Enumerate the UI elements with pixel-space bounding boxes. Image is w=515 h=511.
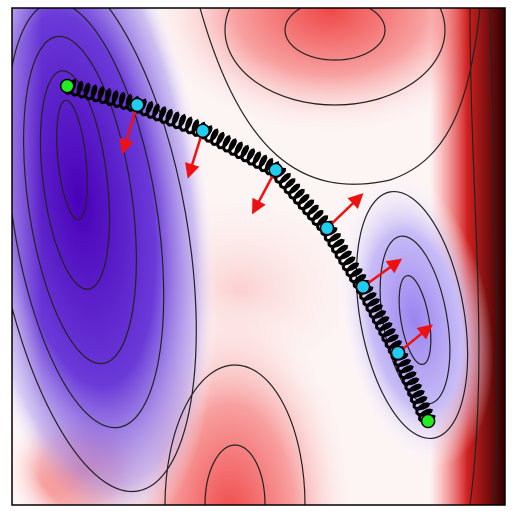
- image: [355, 279, 371, 295]
- endpoint: [420, 413, 436, 429]
- plot-frame: [11, 7, 506, 506]
- force-arrow: [119, 104, 139, 155]
- image: [195, 123, 211, 139]
- image: [268, 162, 284, 178]
- image: [129, 97, 145, 113]
- image: [390, 345, 406, 361]
- endpoint: [59, 78, 75, 94]
- image: [319, 220, 335, 236]
